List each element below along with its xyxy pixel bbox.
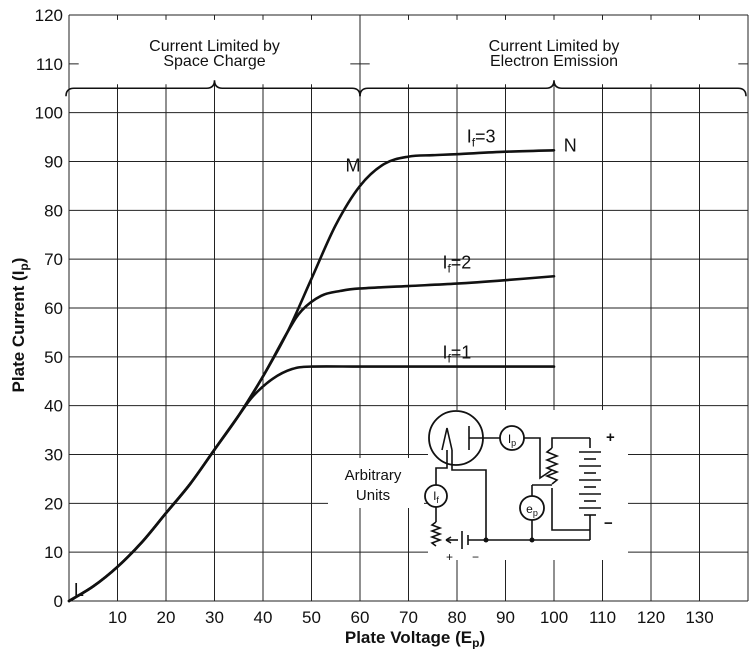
- plate-battery-icon: [579, 438, 601, 530]
- x-axis-title: Plate Voltage (Ep): [345, 628, 485, 649]
- filament-battery-plus-label: +: [446, 550, 453, 564]
- region-label-background: [369, 19, 739, 85]
- annotations: L M N: [74, 136, 577, 600]
- x-tick-label: 60: [351, 608, 370, 627]
- x-tick-label: 120: [637, 608, 665, 627]
- x-tick-label: 110: [589, 608, 616, 627]
- x-tick-label: 70: [399, 608, 418, 627]
- filament-battery-minus-label: −: [472, 550, 479, 564]
- region-label-line2: Space Charge: [163, 53, 265, 70]
- rheostat-icon: [429, 521, 443, 547]
- x-tick-label: 100: [540, 608, 568, 627]
- battery-bottom-wire: [551, 488, 590, 531]
- y-tick-label: 90: [44, 153, 63, 172]
- grid: [68, 14, 749, 602]
- battery-plus-label: +: [606, 429, 615, 446]
- tick-labels: 10 20 30 40 50 60 70 80 90 100 110 120 130 0 10 20 30 40 5…: [35, 6, 714, 627]
- x-tick-label: 10: [108, 608, 127, 627]
- rheostat-arrow-icon: [445, 536, 452, 544]
- point-label-n: N: [564, 136, 577, 156]
- series-curves: If=1 If=2 If=3: [67, 126, 556, 603]
- y-tick-label: 40: [44, 397, 63, 416]
- region-label-background: [78, 19, 351, 85]
- y-tick-label: 100: [35, 104, 63, 123]
- point-label-l: L: [74, 580, 84, 600]
- x-tick-label: 90: [496, 608, 515, 627]
- series-line-if3: [67, 148, 556, 603]
- y-axis-title: Plate Current (Ip): [9, 258, 31, 393]
- y-tick-label: 30: [44, 446, 63, 465]
- region-label-line1: Current Limited by: [489, 38, 620, 55]
- x-tick-label: 80: [448, 608, 467, 627]
- filament-left-wire: [435, 450, 448, 485]
- y-tick-label: 120: [35, 6, 63, 25]
- y-tick-label: 80: [44, 201, 63, 220]
- y-tick-label: 110: [36, 55, 63, 74]
- x-tick-label: 40: [254, 608, 273, 627]
- y-tick-label: 10: [44, 543, 63, 562]
- potentiometer-icon: [544, 447, 560, 485]
- slider-wire: [539, 460, 553, 480]
- y-tick-label: 20: [44, 494, 63, 513]
- x-tick-label: 130: [685, 608, 713, 627]
- inset-text-arbitrary: Arbitrary: [345, 467, 402, 484]
- ground-junction-dot: [483, 537, 489, 543]
- circuit-inset: Arbitrary Units Ip +: [328, 410, 628, 564]
- ip-wire: [524, 437, 541, 460]
- region-brace: [359, 80, 747, 97]
- y-tick-label: 60: [44, 299, 63, 318]
- y-tick-label: 0: [54, 592, 63, 611]
- region-brace: [65, 80, 361, 97]
- series-label: If=2: [442, 252, 471, 275]
- filament-right-wire: [451, 450, 487, 540]
- x-tick-label: 50: [302, 608, 321, 627]
- battery-minus-label: −: [604, 515, 613, 532]
- filament-current-meter-label: If: [433, 489, 439, 505]
- x-tick-label: 20: [157, 608, 176, 627]
- point-label-m: M: [345, 155, 360, 175]
- y-tick-label: 50: [44, 348, 63, 367]
- series-label: If=3: [467, 126, 496, 149]
- region-label-line2: Electron Emission: [490, 53, 618, 70]
- region-label-line1: Current Limited by: [149, 38, 280, 55]
- battery-top-wire: [551, 437, 590, 448]
- inset-background: [428, 410, 628, 560]
- plate-current-meter-label: Ip: [508, 432, 516, 448]
- series-label: If=1: [442, 343, 471, 366]
- x-tick-label: 30: [205, 608, 224, 627]
- filament-icon: [441, 427, 453, 451]
- y-tick-label: 70: [44, 250, 63, 269]
- plate-voltage-meter-label: ep: [526, 502, 538, 518]
- inset-text-units: Units: [356, 487, 390, 504]
- inset-text-background: [328, 458, 424, 508]
